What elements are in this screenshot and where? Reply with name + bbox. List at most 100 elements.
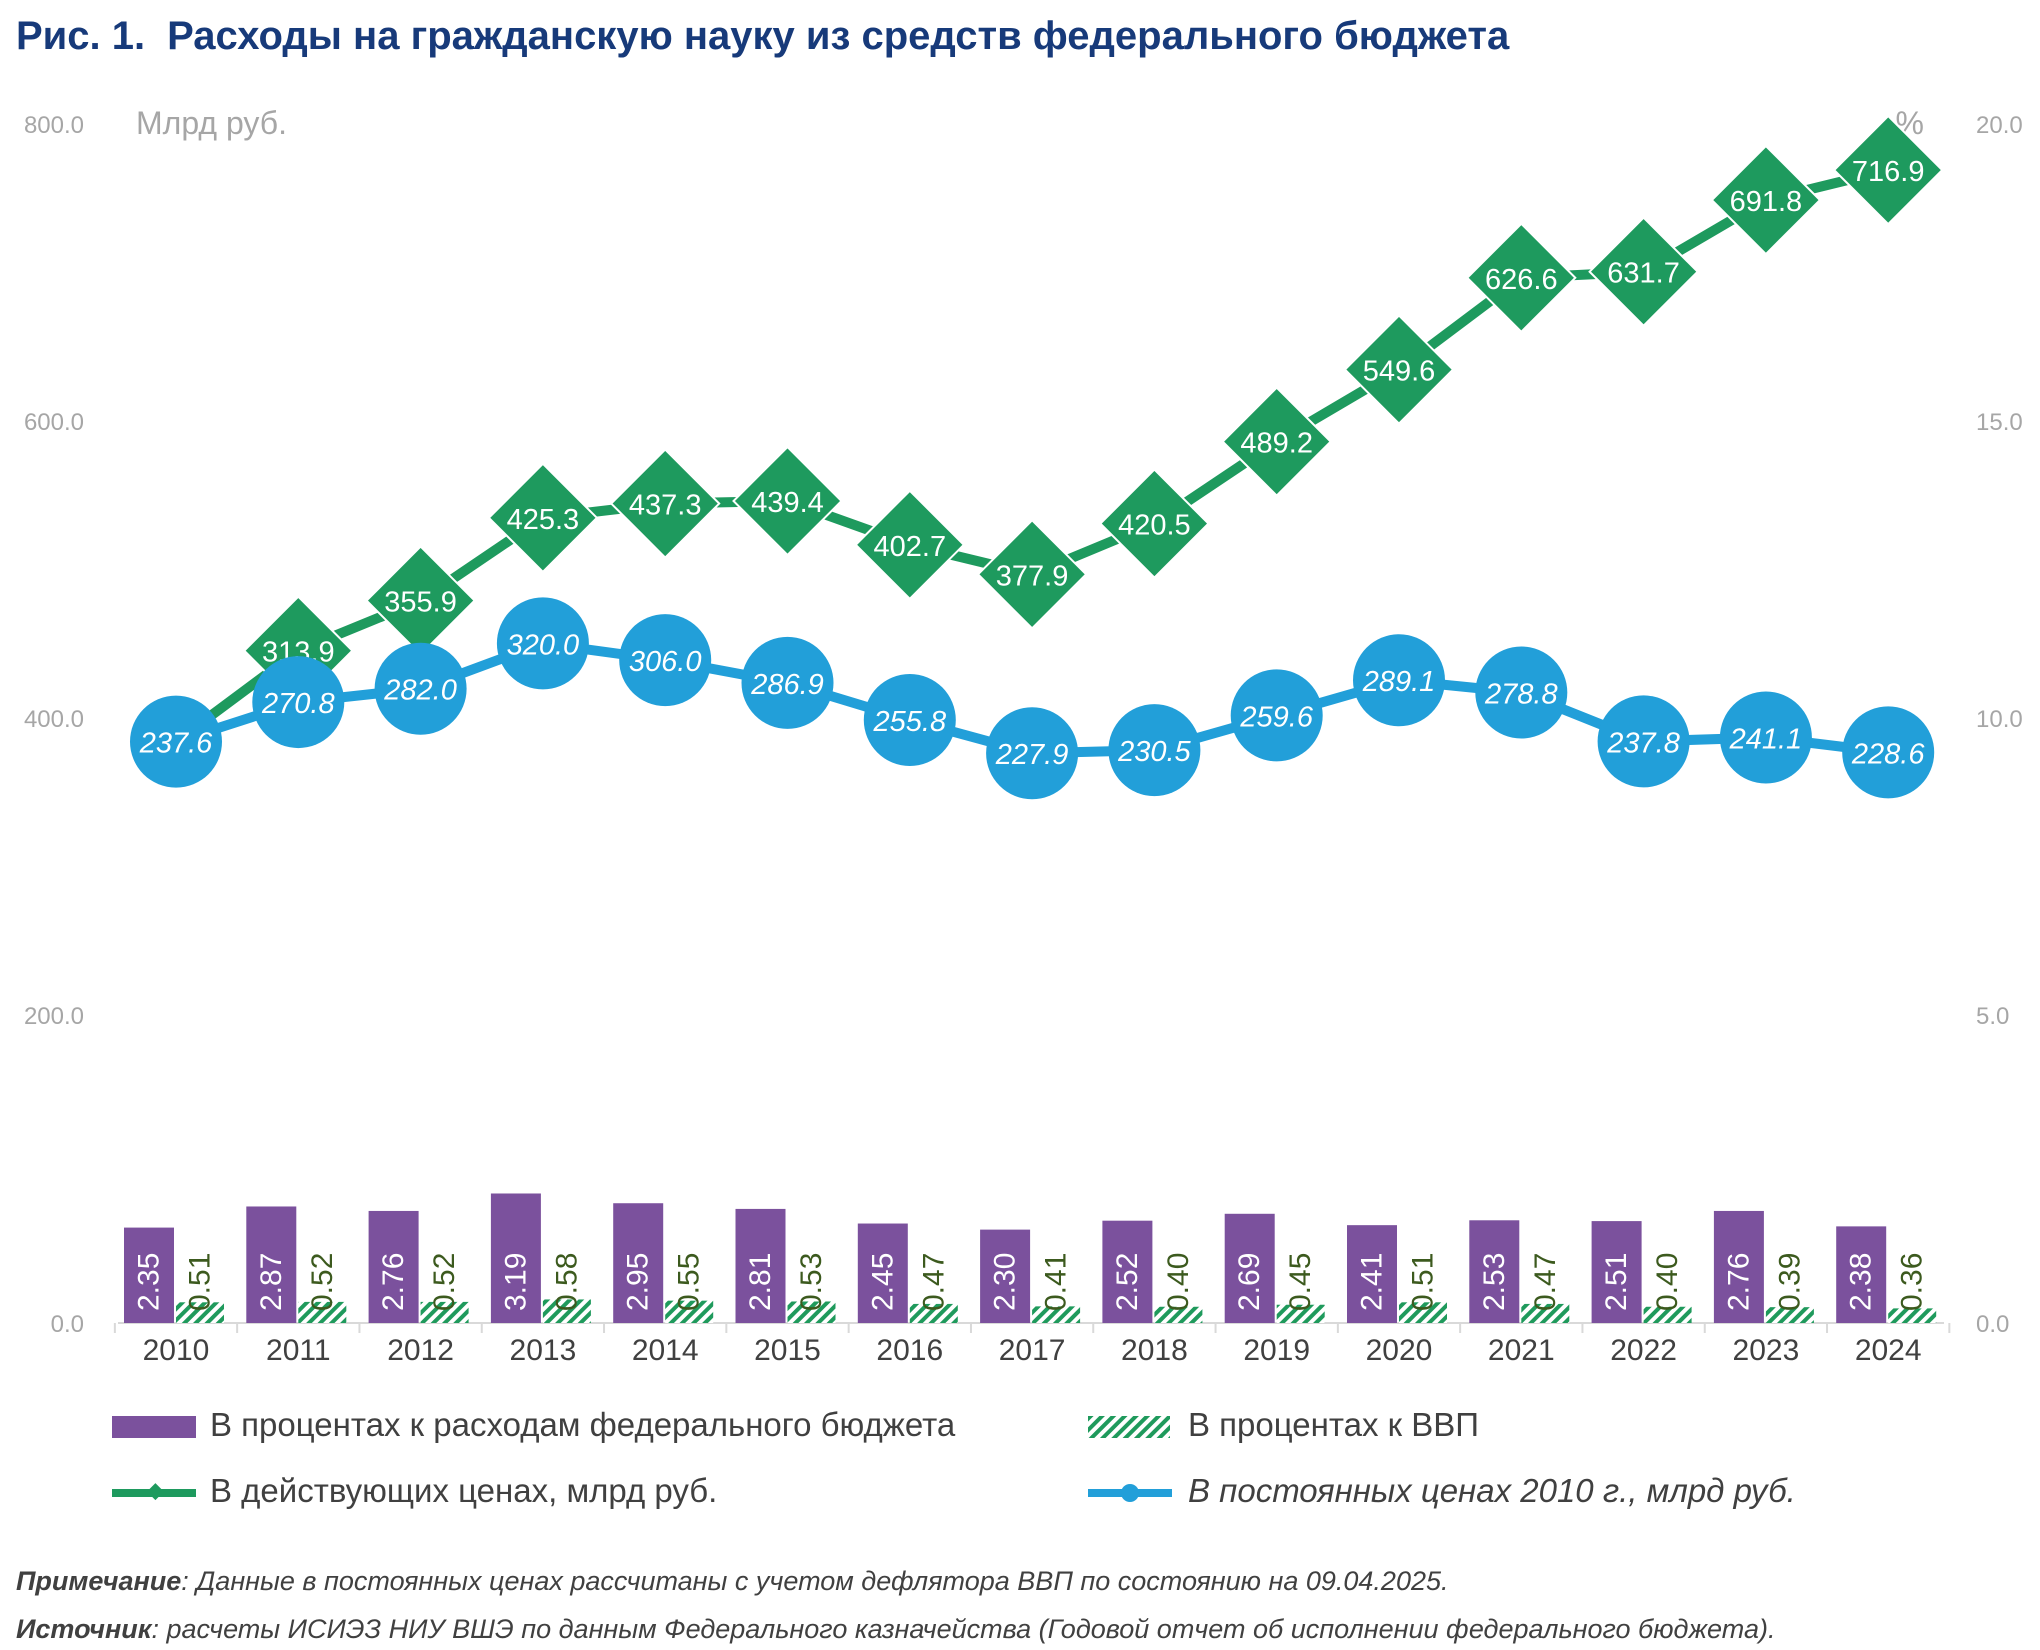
left-axis-tick-label: 800.0 bbox=[24, 112, 84, 139]
point-current-prices-label: 425.3 bbox=[507, 504, 580, 536]
point-current-prices bbox=[1832, 114, 1944, 226]
bar-budget-share bbox=[490, 1193, 541, 1323]
bar-budget-share-label: 2.41 bbox=[1356, 1253, 1389, 1311]
point-current-prices-label: 489.2 bbox=[1240, 428, 1313, 460]
bar-gdp-share-label: 0.53 bbox=[795, 1253, 828, 1311]
note-text: : Данные в постоянных ценах рассчитаны с… bbox=[181, 1566, 1449, 1596]
right-axis-tick-label: 20.0 bbox=[1976, 112, 2023, 139]
point-constant-prices-label: 278.8 bbox=[1484, 679, 1558, 711]
point-constant-prices bbox=[1230, 669, 1323, 762]
bar-budget-share-label: 2.35 bbox=[133, 1253, 166, 1311]
point-constant-prices-label: 237.6 bbox=[139, 728, 213, 760]
point-constant-prices bbox=[863, 673, 956, 766]
bar-budget-share-label: 2.69 bbox=[1233, 1253, 1266, 1311]
point-constant-prices-label: 286.9 bbox=[750, 669, 824, 701]
point-constant-prices bbox=[252, 656, 345, 749]
point-current-prices-label: 437.3 bbox=[629, 490, 702, 522]
bar-budget-share bbox=[124, 1227, 174, 1323]
point-constant-prices-label: 289.1 bbox=[1362, 666, 1436, 698]
x-axis-tick-label: 2010 bbox=[143, 1334, 210, 1367]
bar-budget-share bbox=[1591, 1221, 1642, 1323]
point-constant-prices-label: 241.1 bbox=[1729, 723, 1803, 755]
left-axis-tick-label: 200.0 bbox=[24, 1003, 84, 1030]
legend-swatch-circle-line bbox=[1088, 1484, 1172, 1502]
bar-gdp-share-label: 0.47 bbox=[1529, 1253, 1562, 1311]
bar-budget-share-label: 2.53 bbox=[1478, 1253, 1511, 1311]
legend-swatch-diamond-line bbox=[112, 1483, 196, 1501]
bar-gdp-share bbox=[1276, 1304, 1325, 1323]
bar-gdp-share-label: 0.40 bbox=[1651, 1253, 1684, 1311]
x-axis-tick-label: 2014 bbox=[632, 1334, 699, 1367]
point-constant-prices bbox=[1353, 634, 1445, 727]
bar-budget-share-label: 2.87 bbox=[255, 1253, 288, 1311]
bar-gdp-share-label: 0.45 bbox=[1284, 1253, 1317, 1311]
legend-swatch-hatched-bar bbox=[1088, 1416, 1170, 1438]
point-current-prices-label: 631.7 bbox=[1607, 258, 1680, 290]
point-constant-prices-label: 270.8 bbox=[261, 688, 335, 720]
bar-gdp-share bbox=[298, 1301, 347, 1323]
bar-gdp-share bbox=[542, 1299, 591, 1323]
bar-gdp-share bbox=[1521, 1303, 1570, 1323]
bar-budget-share-label: 2.30 bbox=[989, 1253, 1022, 1311]
legend-label-gdp-share: В процентах к ВВП bbox=[1188, 1406, 1479, 1443]
bar-gdp-share-label: 0.39 bbox=[1773, 1253, 1806, 1311]
bar-budget-share bbox=[1102, 1220, 1153, 1323]
right-axis-tick-label: 5.0 bbox=[1976, 1003, 2009, 1030]
bar-gdp-share bbox=[787, 1301, 836, 1323]
bar-budget-share bbox=[1713, 1210, 1764, 1323]
point-current-prices-label: 716.9 bbox=[1852, 156, 1925, 188]
point-current-prices bbox=[732, 445, 843, 557]
right-axis-tick-label: 10.0 bbox=[1976, 706, 2023, 733]
bar-gdp-share-label: 0.36 bbox=[1896, 1253, 1929, 1311]
bar-budget-share-label: 3.19 bbox=[499, 1253, 532, 1311]
bar-budget-share bbox=[246, 1206, 297, 1323]
bar-budget-share-label: 2.52 bbox=[1111, 1253, 1144, 1311]
bar-gdp-share bbox=[665, 1300, 714, 1323]
point-constant-prices bbox=[130, 695, 222, 788]
x-axis-tick-label: 2016 bbox=[876, 1334, 943, 1367]
x-axis-tick-label: 2017 bbox=[999, 1334, 1066, 1367]
point-constant-prices-label: 259.6 bbox=[1239, 701, 1313, 733]
x-axis-tick-label: 2013 bbox=[510, 1334, 577, 1367]
point-constant-prices-label: 228.6 bbox=[1851, 738, 1925, 770]
point-constant-prices bbox=[1108, 704, 1201, 797]
bar-gdp-share-label: 0.41 bbox=[1040, 1253, 1073, 1311]
x-axis-tick-label: 2022 bbox=[1610, 1334, 1677, 1367]
bar-gdp-share-label: 0.52 bbox=[428, 1253, 461, 1311]
bar-gdp-share-label: 0.52 bbox=[306, 1253, 339, 1311]
point-current-prices-label: 691.8 bbox=[1730, 186, 1803, 218]
point-constant-prices-label: 237.8 bbox=[1606, 727, 1680, 759]
point-constant-prices bbox=[374, 642, 467, 735]
bar-gdp-share bbox=[1032, 1306, 1081, 1323]
note-line: Примечание: Данные в постоянных ценах ра… bbox=[16, 1566, 1449, 1597]
bar-gdp-share bbox=[1643, 1306, 1692, 1323]
bar-budget-share bbox=[368, 1210, 419, 1323]
bar-axis-tick-label-left: 0.0 bbox=[51, 1311, 84, 1338]
source-text: : расчеты ИСИЭЗ НИУ ВШЭ по данным Федера… bbox=[151, 1614, 1776, 1644]
point-constant-prices bbox=[1842, 706, 1935, 799]
point-constant-prices-label: 227.9 bbox=[995, 739, 1069, 771]
legend-swatch-purple-bar bbox=[112, 1416, 196, 1438]
left-axis-tick-label: 400.0 bbox=[24, 706, 84, 733]
source-line: Источник: расчеты ИСИЭЗ НИУ ВШЭ по данны… bbox=[16, 1614, 1775, 1645]
bar-gdp-share-label: 0.51 bbox=[1407, 1253, 1440, 1311]
figure-number: Рис. 1. bbox=[16, 14, 146, 58]
bar-gdp-share bbox=[420, 1301, 469, 1323]
point-current-prices bbox=[1710, 144, 1822, 256]
point-current-prices-label: 377.9 bbox=[996, 560, 1069, 592]
point-current-prices bbox=[976, 518, 1088, 630]
point-constant-prices-label: 306.0 bbox=[629, 646, 702, 678]
bar-budget-share-label: 2.76 bbox=[377, 1253, 410, 1311]
point-current-prices-label: 402.7 bbox=[874, 531, 947, 563]
bar-budget-share bbox=[735, 1208, 786, 1323]
left-axis-unit: Млрд руб. bbox=[136, 105, 287, 141]
point-constant-prices bbox=[1719, 691, 1812, 784]
bar-gdp-share bbox=[1399, 1302, 1447, 1323]
x-axis-tick-label: 2015 bbox=[754, 1334, 821, 1367]
point-current-prices-label: 626.6 bbox=[1485, 264, 1558, 296]
legend-label-current-prices: В действующих ценах, млрд руб. bbox=[210, 1472, 718, 1509]
point-current-prices bbox=[487, 462, 599, 574]
point-constant-prices-label: 320.0 bbox=[507, 629, 580, 661]
x-axis-tick-label: 2020 bbox=[1366, 1334, 1433, 1367]
point-current-prices bbox=[1098, 468, 1210, 579]
